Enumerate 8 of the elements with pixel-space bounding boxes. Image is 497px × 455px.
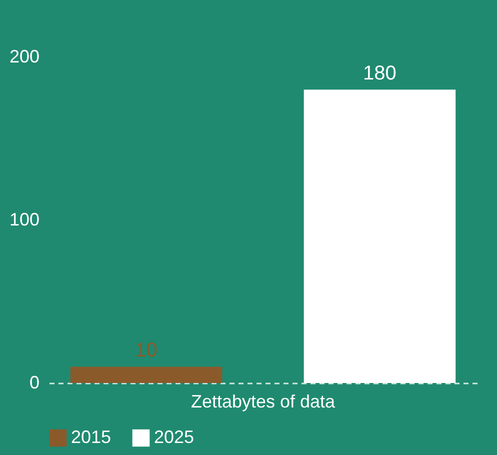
legend-label: 2015 [71,427,112,447]
legend-label: 2025 [154,427,194,447]
y-tick-label: 0 [29,372,40,392]
data-label: 10 [135,340,158,362]
x-tick-label: Zettabytes of data [190,392,336,412]
y-tick-label: 100 [9,210,40,230]
data-label: 180 [363,62,396,85]
y-tick-label: 200 [9,46,40,66]
